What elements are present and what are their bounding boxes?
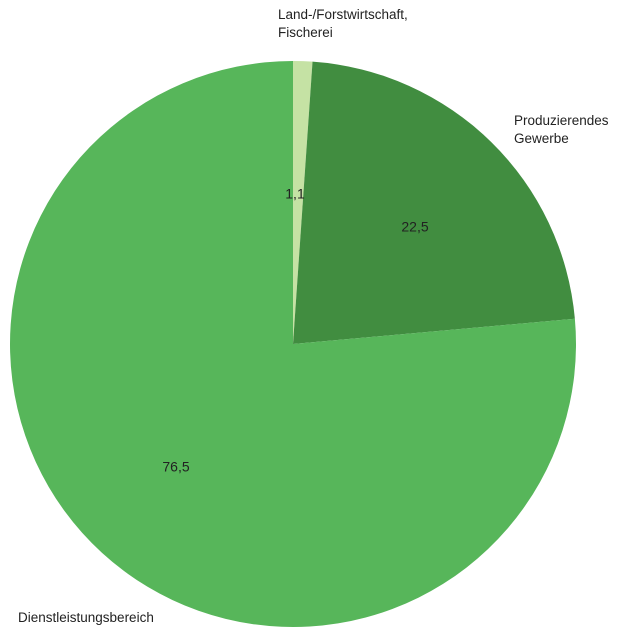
category-label: Dienstleistungsbereich <box>18 610 154 625</box>
value-label: 76,5 <box>162 459 189 475</box>
pie-slice <box>293 61 313 344</box>
value-label: 1,1 <box>285 186 305 202</box>
category-label: Produzierendes Gewerbe <box>514 113 609 146</box>
pie-slice <box>9 61 576 628</box>
value-label: 22,5 <box>401 219 428 235</box>
pie-slice <box>293 61 575 344</box>
category-label: Land-/Forstwirtschaft, Fischerei <box>278 7 408 40</box>
